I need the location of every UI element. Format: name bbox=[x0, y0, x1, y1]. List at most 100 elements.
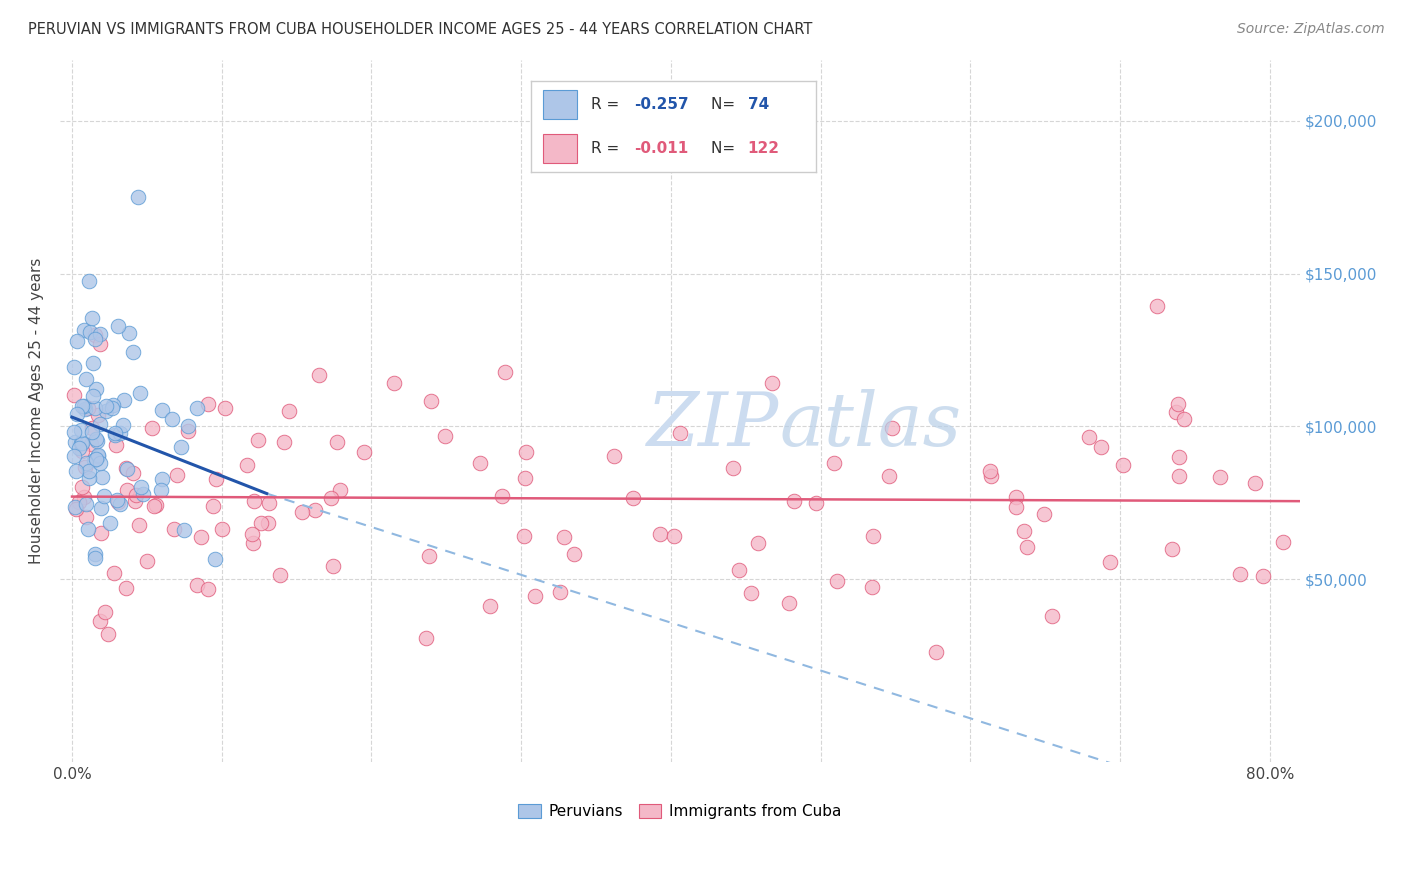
Point bbox=[65, 464, 87, 478]
Point bbox=[880, 421, 903, 435]
Point bbox=[129, 480, 152, 494]
Point bbox=[236, 458, 259, 472]
Point bbox=[94, 605, 117, 619]
Point bbox=[548, 585, 571, 599]
Point bbox=[79, 471, 101, 485]
Point bbox=[1090, 440, 1112, 454]
Point bbox=[160, 412, 183, 426]
Point bbox=[82, 421, 104, 435]
Point bbox=[470, 457, 492, 471]
Point bbox=[269, 567, 291, 582]
Point bbox=[384, 376, 406, 391]
Point bbox=[353, 444, 375, 458]
Point bbox=[564, 547, 586, 561]
Point bbox=[433, 428, 456, 442]
Point bbox=[186, 577, 208, 591]
Point bbox=[89, 456, 111, 470]
Point bbox=[75, 510, 97, 524]
Point bbox=[668, 426, 690, 441]
Point bbox=[93, 489, 115, 503]
Point bbox=[1098, 555, 1121, 569]
Point bbox=[90, 470, 112, 484]
Point bbox=[664, 529, 686, 543]
Point bbox=[115, 462, 138, 476]
Point bbox=[84, 551, 107, 566]
Point bbox=[980, 469, 1002, 483]
Text: PERUVIAN VS IMMIGRANTS FROM CUBA HOUSEHOLDER INCOME AGES 25 - 44 YEARS CORRELATI: PERUVIAN VS IMMIGRANTS FROM CUBA HOUSEHO… bbox=[28, 22, 813, 37]
Point bbox=[860, 580, 883, 594]
Point bbox=[513, 471, 536, 485]
Point bbox=[82, 389, 104, 403]
Point bbox=[70, 444, 93, 458]
Point bbox=[214, 401, 236, 415]
Point bbox=[740, 586, 762, 600]
Point bbox=[77, 522, 100, 536]
Point bbox=[806, 495, 828, 509]
Point bbox=[105, 492, 128, 507]
Text: atlas: atlas bbox=[779, 389, 962, 461]
Point bbox=[75, 456, 97, 470]
Point bbox=[197, 582, 219, 597]
Point bbox=[149, 483, 172, 497]
Point bbox=[257, 496, 280, 510]
Point bbox=[124, 494, 146, 508]
Point bbox=[80, 437, 103, 451]
Point bbox=[197, 396, 219, 410]
Point bbox=[89, 615, 111, 629]
Point bbox=[204, 552, 226, 566]
Point bbox=[89, 336, 111, 351]
Point bbox=[979, 464, 1001, 478]
Point bbox=[66, 407, 89, 421]
Point bbox=[98, 516, 121, 530]
Point bbox=[329, 483, 352, 498]
Legend: Peruvians, Immigrants from Cuba: Peruvians, Immigrants from Cuba bbox=[512, 797, 848, 825]
Point bbox=[278, 403, 301, 417]
Point bbox=[118, 326, 141, 340]
Point bbox=[112, 393, 135, 408]
Point bbox=[925, 645, 948, 659]
Point bbox=[73, 323, 96, 337]
Point bbox=[761, 376, 783, 391]
Point bbox=[70, 435, 93, 450]
Point bbox=[1251, 569, 1274, 583]
Point bbox=[727, 563, 749, 577]
Point bbox=[308, 368, 330, 382]
Point bbox=[291, 505, 314, 519]
Point bbox=[321, 491, 343, 506]
Point bbox=[76, 401, 98, 415]
Point bbox=[66, 334, 89, 348]
Point bbox=[242, 494, 264, 508]
Point bbox=[115, 461, 138, 475]
Point bbox=[201, 499, 224, 513]
Point bbox=[97, 627, 120, 641]
Point bbox=[648, 527, 671, 541]
Point bbox=[83, 547, 105, 561]
Point bbox=[73, 459, 96, 474]
Point bbox=[90, 526, 112, 541]
Point bbox=[84, 452, 107, 467]
Point bbox=[1173, 412, 1195, 426]
Point bbox=[491, 489, 513, 503]
Text: ZIP: ZIP bbox=[647, 389, 779, 461]
Point bbox=[1146, 299, 1168, 313]
Point bbox=[115, 581, 138, 595]
Point bbox=[823, 456, 845, 470]
Point bbox=[83, 327, 105, 342]
Point bbox=[69, 423, 91, 437]
Point bbox=[89, 326, 111, 341]
Point bbox=[513, 529, 536, 543]
Point bbox=[84, 332, 107, 346]
Point bbox=[125, 488, 148, 502]
Point bbox=[117, 483, 139, 497]
Point bbox=[96, 404, 118, 418]
Point bbox=[419, 394, 441, 409]
Point bbox=[90, 500, 112, 515]
Point bbox=[79, 325, 101, 339]
Point bbox=[322, 559, 344, 574]
Point bbox=[108, 497, 131, 511]
Point bbox=[111, 417, 134, 432]
Point bbox=[103, 427, 125, 442]
Point bbox=[82, 356, 104, 370]
Point bbox=[273, 435, 295, 450]
Point bbox=[326, 435, 349, 450]
